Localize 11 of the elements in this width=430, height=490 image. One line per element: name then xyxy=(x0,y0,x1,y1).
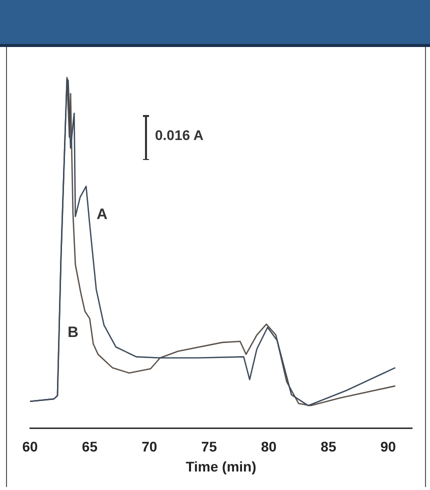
x-tick-label: 65 xyxy=(82,438,98,455)
x-tick-label: 75 xyxy=(201,438,218,455)
series-label: B xyxy=(68,324,79,341)
x-tick-label: 70 xyxy=(142,438,158,455)
x-tick-label: 85 xyxy=(320,438,336,455)
x-tick-label: 80 xyxy=(260,438,277,455)
x-tick-label: 90 xyxy=(380,438,396,455)
x-axis-title: Time (min) xyxy=(186,458,256,474)
x-tick-label: 60 xyxy=(22,438,38,455)
series-label: A xyxy=(96,206,108,223)
annotation: 0.016 A xyxy=(155,127,204,143)
